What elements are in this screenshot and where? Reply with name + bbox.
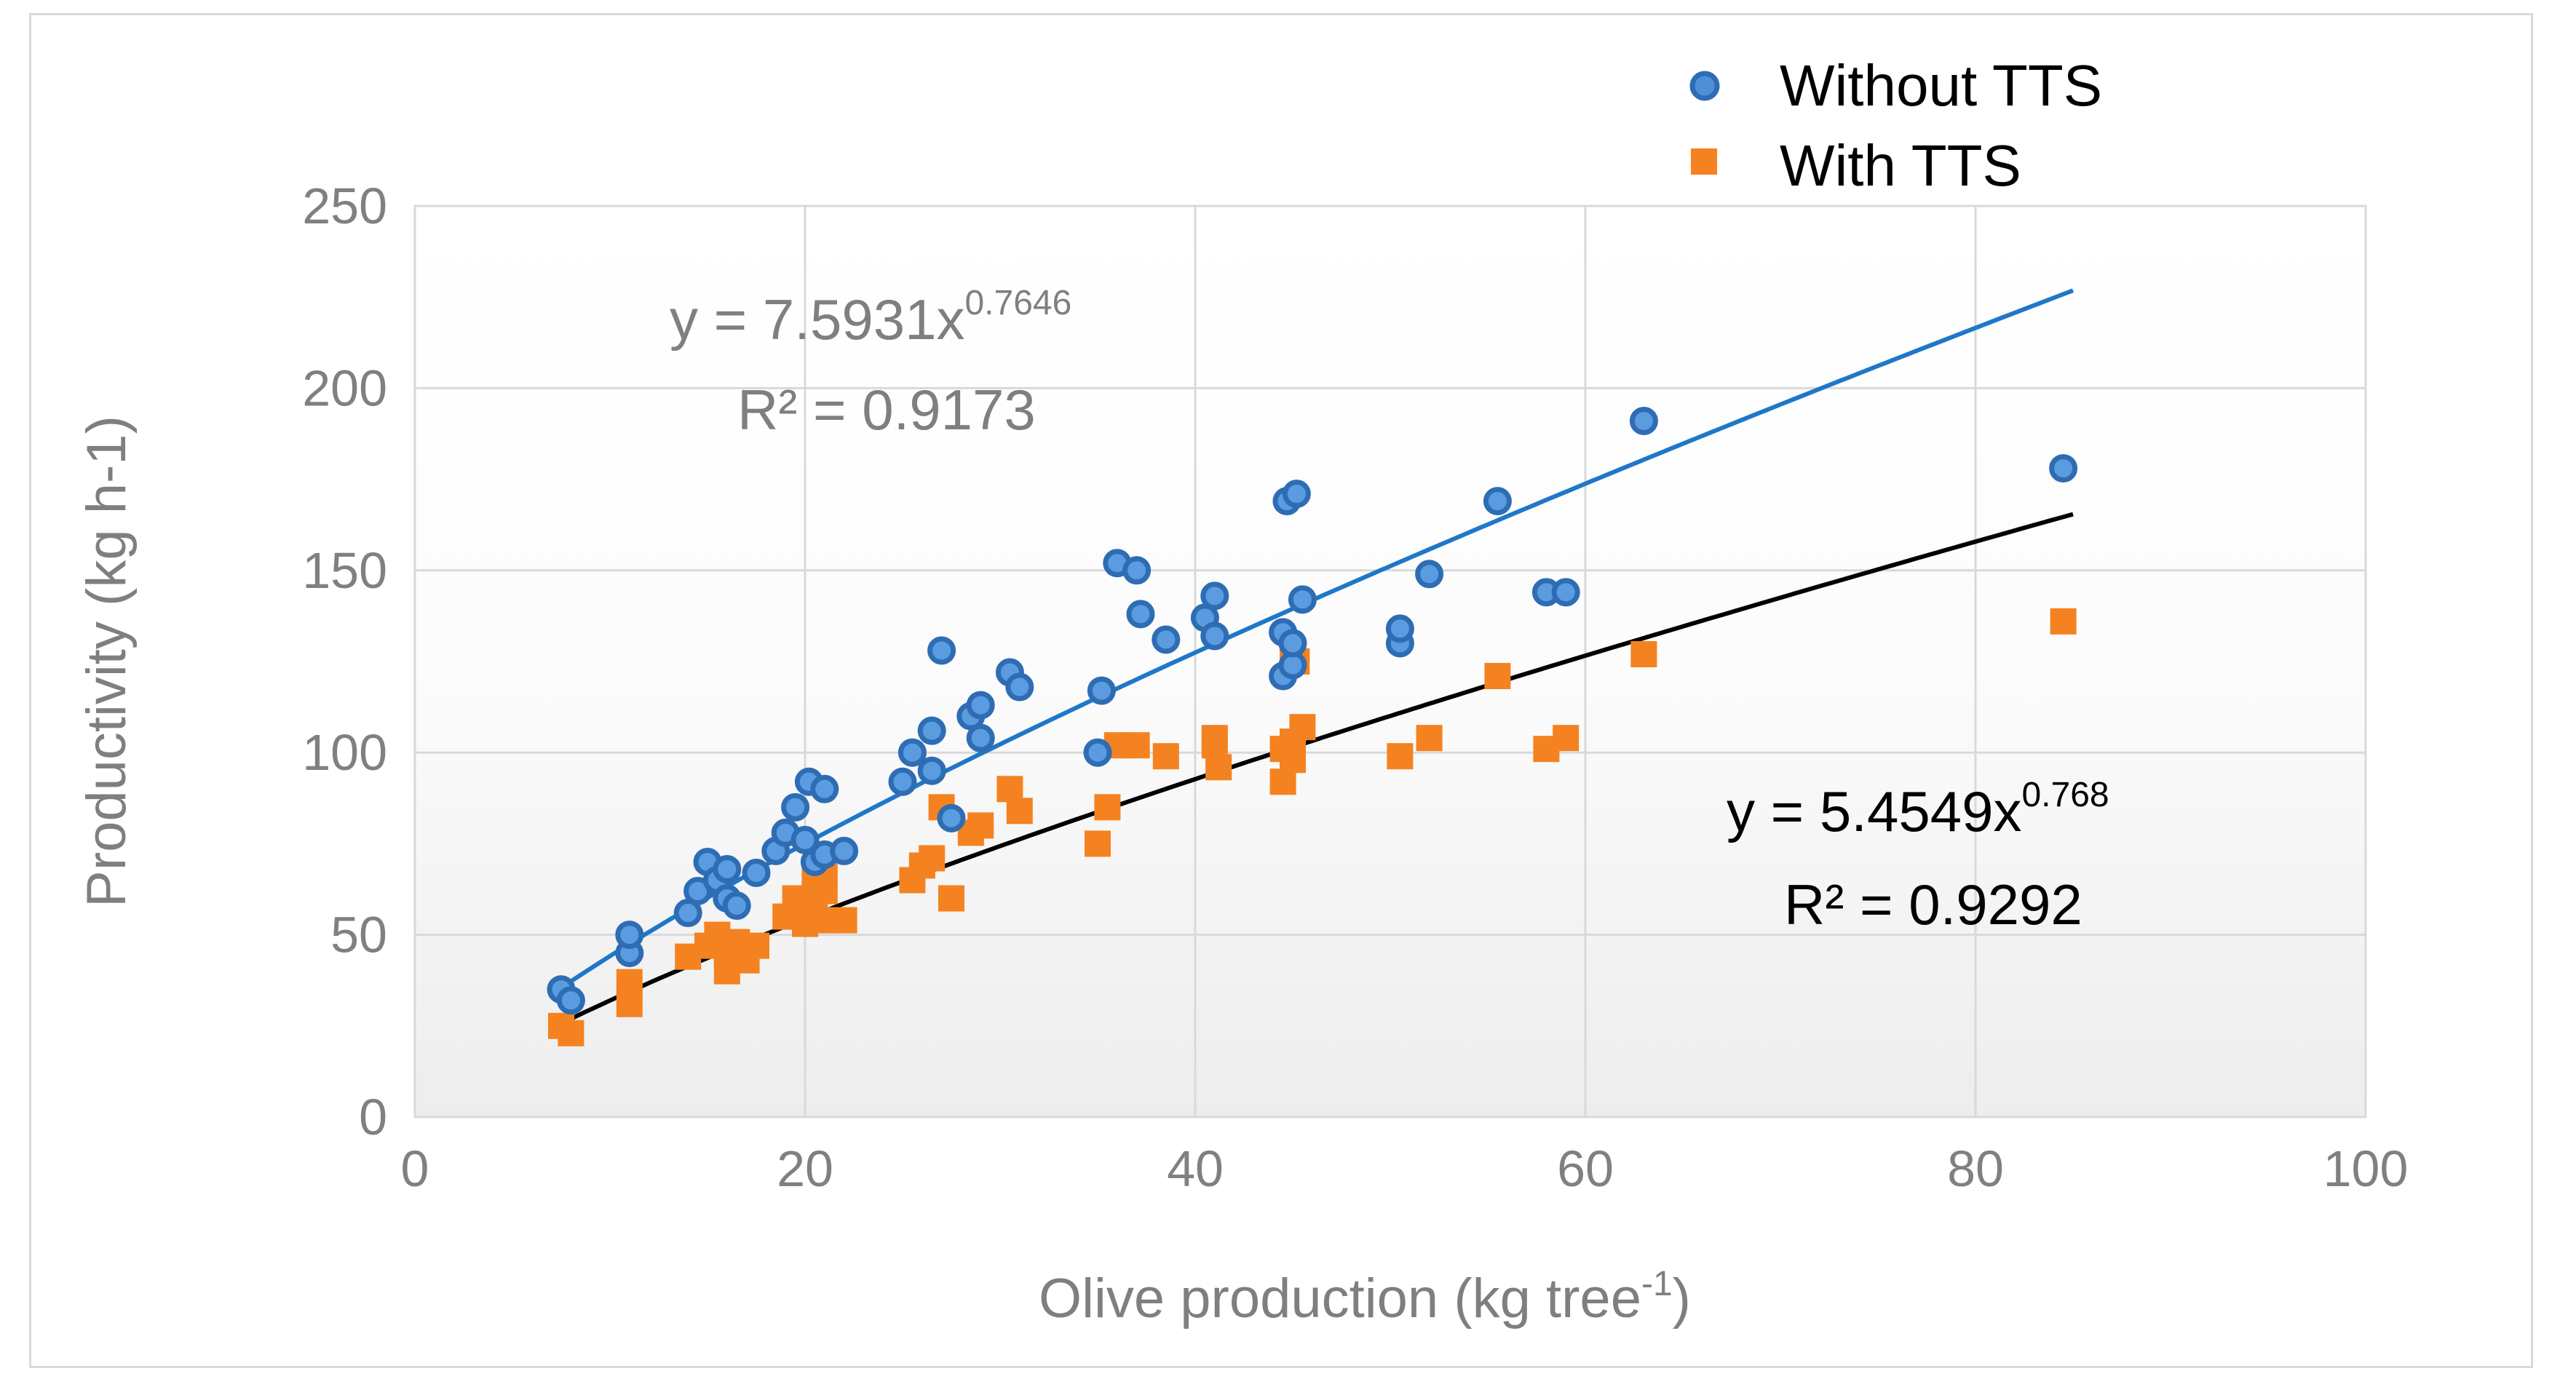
point-without-tts-33	[1087, 676, 1116, 705]
point-with-tts-41	[1280, 747, 1306, 774]
point-with-tts-44	[1289, 714, 1316, 741]
legend-label-without-tts: Without TTS	[1780, 53, 2102, 118]
point-without-tts-49	[1385, 614, 1414, 643]
x-tick-label-60: 60	[1557, 1140, 1614, 1197]
x-axis-ticks: 0 20 40 60 80 100	[401, 1140, 2409, 1197]
point-without-tts-20	[830, 836, 859, 865]
point-with-tts-38	[1269, 768, 1296, 795]
point-with-tts-46	[1416, 725, 1443, 752]
point-without-tts-40	[1200, 621, 1229, 651]
point-without-tts-31	[1005, 672, 1034, 702]
point-with-tts-28	[996, 776, 1023, 803]
x-tick-label-80: 80	[1947, 1140, 2004, 1197]
point-without-tts-11	[742, 858, 771, 887]
point-with-tts-36	[1201, 732, 1228, 759]
y-tick-label-0: 0	[359, 1089, 387, 1145]
point-without-tts-18	[810, 774, 839, 803]
point-with-tts-30	[1085, 830, 1111, 857]
point-without-tts-1	[556, 986, 585, 1015]
point-without-tts-23	[917, 756, 946, 785]
point-without-tts-21	[888, 767, 917, 796]
y-tick-label-200: 200	[302, 359, 387, 416]
y-axis-title: Productivity (kg h-1)	[76, 416, 138, 907]
point-with-tts-27	[967, 812, 994, 839]
y-tick-label-150: 150	[302, 542, 387, 599]
point-with-tts-11	[743, 932, 769, 959]
point-without-tts-47	[1288, 585, 1317, 614]
point-without-tts-39	[1200, 581, 1229, 611]
point-without-tts-26	[937, 803, 966, 832]
point-with-tts-50	[1630, 640, 1657, 667]
point-with-tts-17	[811, 878, 838, 905]
x-tick-label-20: 20	[777, 1140, 833, 1197]
point-without-tts-29	[966, 691, 995, 720]
point-without-tts-3	[615, 921, 644, 950]
x-tick-label-40: 40	[1167, 1140, 1224, 1197]
data-points	[547, 406, 2078, 1046]
point-without-tts-37	[1152, 625, 1181, 654]
svg-text:y = 5.4549x0.768: y = 5.4549x0.768	[1727, 776, 2109, 843]
r2-with-tts: R² = 0.9292	[1784, 873, 2082, 937]
point-without-tts-46	[1282, 480, 1311, 509]
point-without-tts-10	[722, 891, 751, 921]
x-axis-title: Olive production (kg tree-1)	[1039, 1265, 1691, 1330]
point-without-tts-45	[1278, 629, 1307, 658]
point-without-tts-14	[781, 792, 810, 822]
r2-without-tts: R² = 0.9173	[737, 378, 1036, 442]
svg-text:y = 7.5931x0.7646: y = 7.5931x0.7646	[670, 284, 1071, 351]
point-without-tts-50	[1415, 560, 1444, 589]
point-with-tts-49	[1553, 725, 1580, 752]
point-without-tts-32	[1083, 738, 1112, 767]
legend: Without TTS With TTS	[1689, 53, 2102, 198]
equation-with-tts: y = 5.4549x0.768 R² = 0.9292	[1727, 776, 2109, 937]
equation-without-tts: y = 7.5931x0.7646 R² = 0.9173	[670, 284, 1071, 442]
y-tick-label-250: 250	[302, 178, 387, 234]
y-tick-label-50: 50	[330, 907, 387, 963]
y-axis-ticks: 0 50 100 150 200 250	[302, 178, 387, 1145]
point-with-tts-1	[558, 1020, 584, 1046]
point-with-tts-34	[1152, 743, 1179, 770]
point-without-tts-36	[1126, 600, 1155, 629]
point-with-tts-37	[1205, 754, 1232, 781]
point-without-tts-54	[1629, 406, 1658, 435]
point-with-tts-45	[1387, 743, 1414, 770]
point-with-tts-51	[2050, 608, 2077, 635]
series-without-tts	[547, 406, 2078, 1015]
point-with-tts-31	[1094, 794, 1121, 821]
point-with-tts-25	[938, 885, 964, 912]
point-without-tts-55	[2049, 454, 2078, 483]
point-with-tts-29	[1006, 798, 1033, 824]
point-with-tts-33	[1123, 732, 1150, 759]
point-without-tts-9	[713, 854, 742, 883]
point-without-tts-25	[927, 636, 956, 665]
point-without-tts-28	[966, 723, 995, 752]
point-with-tts-47	[1484, 663, 1511, 690]
point-with-tts-20	[831, 907, 857, 934]
point-without-tts-22	[897, 738, 927, 767]
point-without-tts-35	[1122, 556, 1152, 585]
x-tick-label-100: 100	[2323, 1140, 2409, 1197]
legend-marker-with-tts	[1691, 148, 1717, 175]
point-with-tts-3	[616, 990, 643, 1017]
point-with-tts-23	[919, 845, 946, 872]
legend-marker-without-tts	[1689, 71, 1720, 101]
point-without-tts-24	[917, 716, 946, 745]
x-tick-label-0: 0	[401, 1140, 429, 1197]
legend-label-with-tts: With TTS	[1780, 133, 2021, 198]
trendline-without-tts	[569, 288, 2074, 984]
point-with-tts-2	[616, 969, 643, 995]
y-tick-label-100: 100	[302, 724, 387, 781]
point-without-tts-53	[1551, 578, 1580, 607]
point-without-tts-51	[1483, 487, 1512, 516]
